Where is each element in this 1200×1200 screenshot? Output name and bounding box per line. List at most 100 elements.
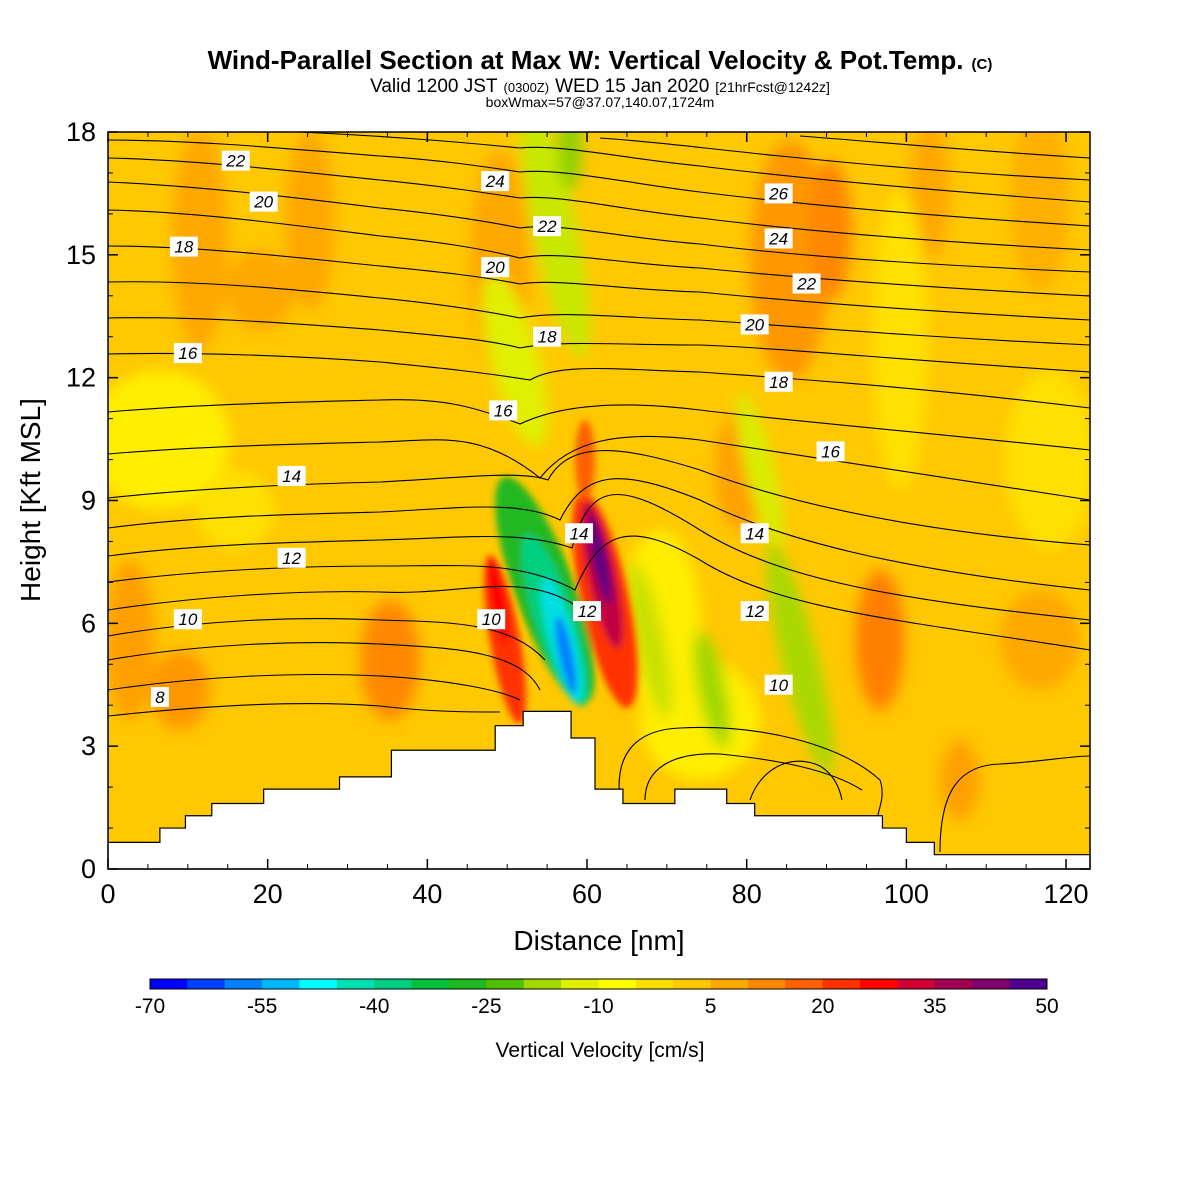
isentrope-label: 14 — [565, 523, 594, 544]
isentrope-label: 24 — [481, 171, 510, 192]
isentrope-label: 22 — [533, 216, 562, 237]
svg-text:12: 12 — [282, 549, 301, 568]
isentrope-label: 20 — [740, 314, 769, 335]
isentrope-label: 16 — [816, 441, 845, 462]
svg-text:20: 20 — [253, 193, 273, 212]
svg-text:24: 24 — [768, 229, 788, 248]
colorbar-swatch — [486, 979, 525, 989]
svg-text:10: 10 — [482, 610, 501, 629]
y-tick-label: 0 — [81, 854, 96, 884]
y-tick-label: 15 — [66, 240, 96, 270]
svg-text:16: 16 — [494, 401, 513, 420]
svg-text:14: 14 — [570, 524, 589, 543]
colorbar-swatch — [336, 979, 375, 989]
isentrope-label: 18 — [764, 371, 793, 392]
isentrope-label: 12 — [573, 601, 602, 622]
svg-text:18: 18 — [174, 238, 193, 257]
svg-text:10: 10 — [769, 676, 788, 695]
colorbar-swatch — [150, 979, 188, 989]
isentrope-label: 8 — [150, 687, 169, 708]
x-tick-label: 100 — [884, 879, 929, 909]
x-tick-label: 80 — [732, 879, 762, 909]
isentrope-27 — [299, 132, 1090, 203]
colorbar-swatch — [822, 979, 861, 989]
x-tick-label: 60 — [572, 879, 602, 909]
y-tick-label: 9 — [81, 486, 96, 516]
colorbar-tick-label: 35 — [923, 995, 946, 1018]
colorbar-label: Vertical Velocity [cm/s] — [496, 1039, 705, 1062]
x-axis: 0 20 40 60 80 100 120 — [100, 132, 1089, 909]
svg-text:12: 12 — [745, 602, 764, 621]
svg-text:14: 14 — [282, 467, 301, 486]
isentrope-labels: 22 20 18 16 14 12 10 8 24 22 20 18 16 14 12 10 26 24 22 20 1… — [150, 150, 845, 708]
colorbar-swatch — [897, 979, 936, 989]
colorbar-swatch — [710, 979, 749, 989]
x-tick-label: 20 — [253, 879, 283, 909]
isentrope-18 — [108, 399, 1090, 451]
isentrope-21 — [108, 281, 1090, 346]
isentrope-26 — [108, 139, 1090, 227]
y-axis-label: Height [Kft MSL] — [15, 398, 46, 602]
colorbar-tick-label: 50 — [1035, 995, 1058, 1018]
valley-contour-1 — [618, 726, 883, 816]
colorbar-swatch — [972, 979, 1011, 989]
colorbar-swatch — [523, 979, 562, 989]
box-info: boxWmax=57@37.07,140.07,1724m — [486, 94, 715, 110]
isentrope-28 — [599, 137, 1090, 181]
colorbar-swatch — [449, 979, 487, 989]
svg-text:24: 24 — [485, 172, 505, 191]
colorbar-swatch — [1009, 979, 1048, 989]
svg-text:12: 12 — [578, 602, 597, 621]
vertical-velocity-field — [108, 132, 1090, 869]
svg-text:22: 22 — [537, 217, 557, 236]
svg-text:16: 16 — [821, 442, 840, 461]
y-tick-label: 3 — [81, 731, 96, 761]
svg-text:10: 10 — [178, 610, 197, 629]
colorbar-tick-label: 20 — [811, 995, 834, 1018]
isentrope-label: 14 — [740, 523, 769, 544]
colorbar-swatch — [561, 979, 599, 989]
isentrope-label: 20 — [481, 257, 510, 278]
isentrope-label: 10 — [764, 674, 793, 695]
colorbar-swatch — [262, 979, 300, 989]
svg-text:22: 22 — [225, 152, 245, 171]
isentrope-label: 26 — [764, 183, 793, 204]
colorbar-swatch — [785, 979, 824, 989]
svg-text:18: 18 — [538, 328, 557, 347]
y-tick-label: 12 — [66, 363, 96, 393]
isentrope-label: 10 — [477, 609, 506, 630]
isentrope-22 — [108, 245, 1090, 321]
terrain — [107, 710, 1091, 870]
isentrope-8 — [108, 703, 501, 717]
colorbar-swatch — [411, 979, 450, 989]
colorbar-swatch — [934, 979, 973, 989]
chart-title: Wind-Parallel Section at Max W: Vertical… — [208, 45, 993, 75]
isentrope-label: 12 — [277, 547, 306, 568]
y-tick-label: 6 — [81, 608, 96, 638]
colorbar-swatch — [374, 979, 413, 989]
svg-text:26: 26 — [768, 184, 788, 203]
svg-text:20: 20 — [744, 315, 764, 334]
isentrope-label: 22 — [221, 150, 250, 171]
isentrope-label: 22 — [792, 273, 821, 294]
isentrope-25 — [108, 157, 1090, 251]
colorbar-tick-label: -70 — [135, 995, 165, 1018]
y-axis: 0 3 6 9 12 15 18 — [66, 117, 1090, 884]
x-tick-label: 120 — [1044, 879, 1089, 909]
svg-text:16: 16 — [178, 344, 197, 363]
colorbar-swatch — [860, 979, 898, 989]
colorbar-swatch — [187, 979, 226, 989]
colorbar-swatch — [748, 979, 786, 989]
isentrope-label: 16 — [489, 400, 518, 421]
colorbar-swatch — [224, 979, 263, 989]
colorbar-swatch — [598, 979, 637, 989]
svg-text:22: 22 — [796, 274, 816, 293]
isentrope-10 — [108, 642, 541, 691]
isentrope-label: 18 — [169, 236, 198, 257]
x-axis-label: Distance [nm] — [513, 925, 684, 956]
isentrope-label: 14 — [277, 465, 306, 486]
svg-text:8: 8 — [155, 688, 165, 707]
isentrope-29 — [799, 135, 1090, 159]
isentrope-label: 20 — [249, 191, 278, 212]
